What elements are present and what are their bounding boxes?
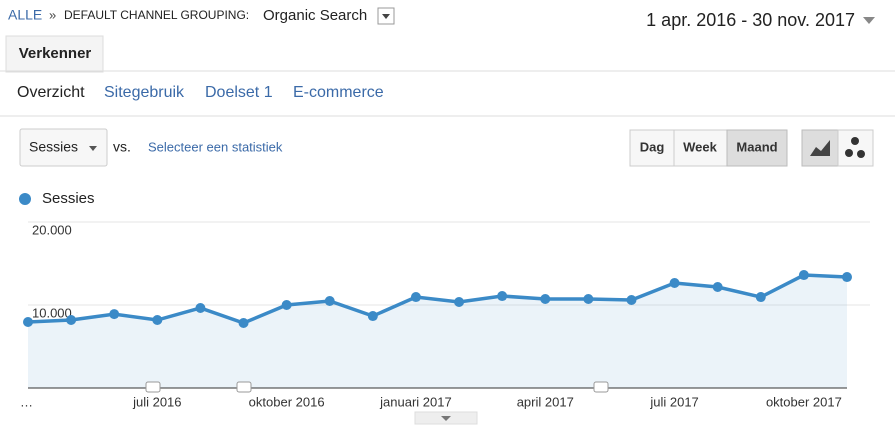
point: [540, 294, 551, 305]
subtab[interactable]: E-commerce: [293, 84, 384, 101]
point: [798, 270, 809, 281]
subtab[interactable]: Sitegebruik: [104, 84, 185, 101]
point: [195, 302, 206, 313]
point: [281, 300, 292, 310]
period-label[interactable]: Week: [683, 139, 717, 154]
point: [454, 297, 465, 308]
breadcrumb-label: DEFAULT CHANNEL GROUPING:: [64, 8, 249, 22]
annotation-icon: [145, 381, 161, 393]
period-button[interactable]: [673, 129, 728, 167]
tab-box[interactable]: [5, 35, 104, 73]
point: [583, 294, 594, 305]
breadcrumb-separator: »: [49, 7, 56, 22]
point: [497, 291, 508, 302]
motion-icon: [845, 149, 853, 157]
point: [367, 311, 378, 322]
dropdown-arrow: [382, 14, 390, 19]
subtab[interactable]: Overzicht: [17, 84, 85, 101]
breadcrumb-root[interactable]: ALLE: [8, 7, 42, 23]
x-tick-label: juli 2017: [649, 394, 698, 409]
point: [669, 278, 680, 289]
x-tick-label: januari 2017: [379, 394, 452, 409]
period-button-active[interactable]: [726, 129, 788, 167]
period-label[interactable]: Dag: [640, 139, 665, 154]
point: [410, 292, 421, 303]
period-label[interactable]: Maand: [736, 139, 777, 154]
annotation-icon: [236, 381, 252, 393]
select-metric-link[interactable]: Selecteer een statistiek: [148, 139, 283, 154]
point: [238, 318, 249, 329]
point: [152, 315, 163, 326]
legend-marker: [19, 193, 31, 205]
tab[interactable]: Verkenner: [19, 45, 92, 62]
point: [842, 272, 852, 283]
subtab[interactable]: Doelset 1: [205, 84, 273, 101]
period-button[interactable]: [629, 129, 675, 167]
point: [109, 309, 120, 320]
point: [324, 296, 335, 307]
x-tick-label: juli 2016: [132, 394, 181, 409]
line: [27, 273, 848, 325]
annotation-icon: [593, 381, 609, 393]
motion-view-button[interactable]: [837, 129, 874, 167]
line-view-button[interactable]: [801, 129, 839, 167]
date-range[interactable]: 1 apr. 2016 - 30 nov. 2017: [646, 10, 855, 30]
y-tick-label: 20.000: [32, 222, 72, 237]
select-arrow: [89, 146, 97, 151]
metric-label[interactable]: Sessies: [29, 139, 78, 155]
date-arrow: [863, 17, 875, 24]
point: [712, 281, 723, 292]
metric-select[interactable]: [19, 128, 108, 167]
expand-arrow: [441, 416, 451, 421]
y-tick-label: 10.000: [32, 305, 72, 320]
legend-label: Sessies: [42, 190, 95, 207]
point: [755, 292, 766, 303]
area: [28, 275, 847, 388]
x-tick-label: oktober 2016: [249, 394, 325, 409]
chart: 10.000 20.000 Sessies … juli 2016 oktober 201…: [19, 190, 870, 409]
point: [626, 295, 637, 306]
motion-icon: [857, 150, 865, 158]
vs-label: vs.: [113, 139, 131, 155]
line-icon: [810, 140, 830, 156]
breadcrumb-value: Organic Search: [263, 7, 367, 24]
motion-icon: [851, 137, 859, 145]
point: [66, 315, 77, 326]
x-tick-label: oktober 2017: [766, 394, 842, 409]
x-tick-label: april 2017: [517, 394, 574, 409]
point: [23, 317, 33, 328]
x-tick-label: …: [20, 394, 33, 409]
